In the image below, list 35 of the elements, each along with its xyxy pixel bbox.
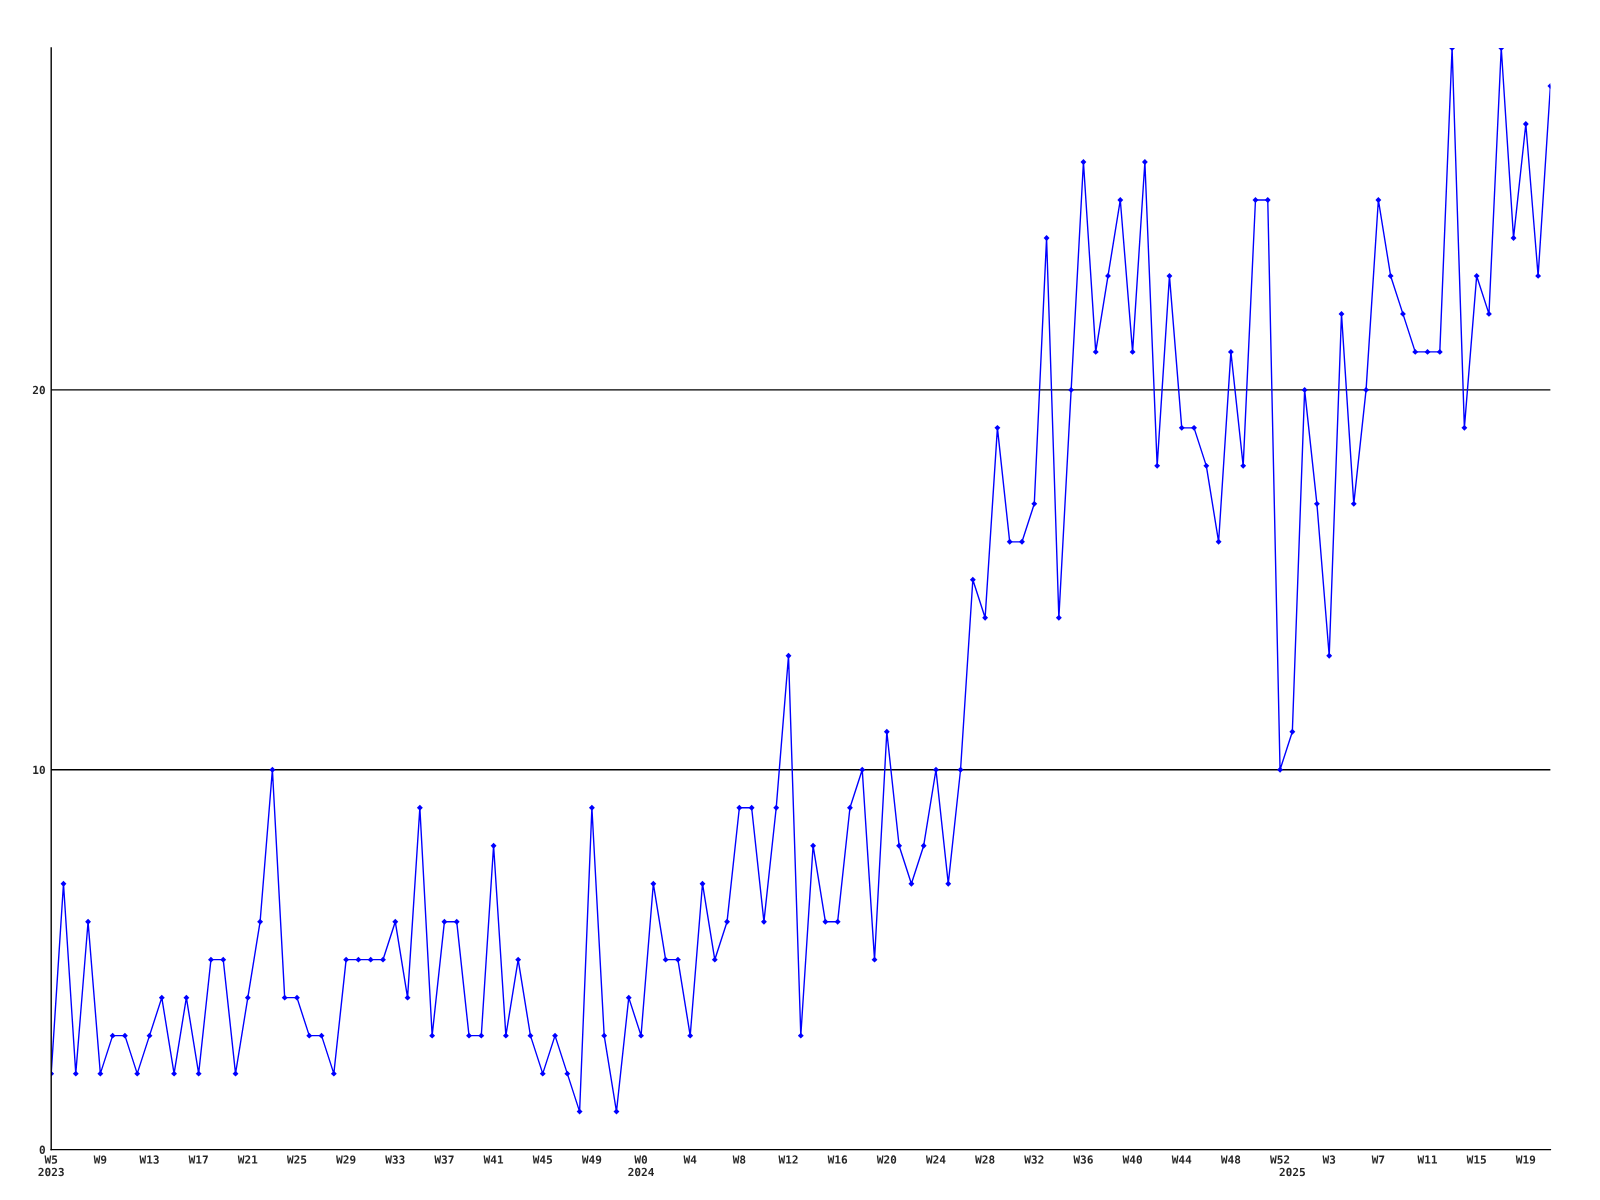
y-tick-label: 0 <box>39 1145 45 1154</box>
x-tick-label: W12 <box>778 1155 798 1164</box>
x-tick-label: W24 <box>925 1155 946 1164</box>
x-tick-label: 2025 <box>1279 1167 1305 1177</box>
x-tick-label: W36 <box>1073 1155 1093 1164</box>
x-tick-label: W17 <box>188 1155 208 1164</box>
x-tick-label: W8 <box>732 1155 746 1164</box>
x-tick-label: W19 <box>1515 1155 1536 1164</box>
x-tick-label: W3 <box>1322 1155 1336 1164</box>
x-tick-label: W37 <box>434 1155 454 1164</box>
x-tick-label: W45 <box>532 1155 553 1164</box>
x-tick-label: W9 <box>93 1155 107 1164</box>
x-tick-label: W48 <box>1220 1155 1241 1164</box>
x-tick-label: W16 <box>827 1155 848 1164</box>
x-tick-label: W25 <box>286 1155 307 1164</box>
x-tick-label: W41 <box>483 1155 504 1164</box>
x-tick-label: W13 <box>139 1155 159 1164</box>
y-tick-label: 10 <box>33 765 45 775</box>
x-tick-label: W21 <box>237 1155 258 1164</box>
x-tick-label: W32 <box>1024 1155 1044 1164</box>
x-tick-label: W4 <box>683 1155 697 1164</box>
x-tick-label: W52 <box>1270 1155 1290 1164</box>
x-tick-label: W7 <box>1371 1155 1385 1164</box>
x-tick-label: W29 <box>336 1155 356 1164</box>
x-tick-label: W20 <box>876 1155 897 1164</box>
x-tick-label: W15 <box>1466 1155 1486 1164</box>
x-tick-label: W40 <box>1122 1155 1142 1164</box>
x-tick-label: W44 <box>1171 1155 1192 1164</box>
x-tick-label: W33 <box>385 1155 405 1164</box>
x-tick-label: W11 <box>1417 1155 1438 1164</box>
y-tick-label: 20 <box>32 385 45 395</box>
x-tick-label: W49 <box>581 1155 602 1164</box>
x-tick-label: W5 2023 <box>38 1155 64 1177</box>
x-tick-label: W0 2024 <box>628 1155 654 1177</box>
x-tick-label: W28 <box>975 1155 995 1164</box>
